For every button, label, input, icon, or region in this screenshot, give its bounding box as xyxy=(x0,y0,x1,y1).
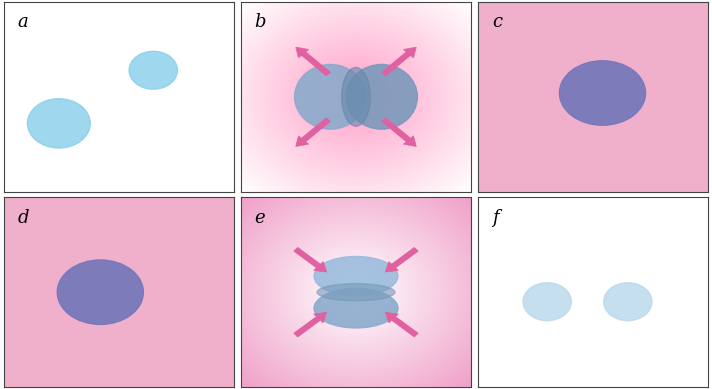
Text: b: b xyxy=(255,13,266,32)
FancyArrow shape xyxy=(382,118,417,146)
Ellipse shape xyxy=(604,283,652,321)
Ellipse shape xyxy=(314,256,398,296)
FancyArrow shape xyxy=(295,47,330,76)
FancyArrow shape xyxy=(385,312,418,337)
Text: d: d xyxy=(17,209,29,227)
Ellipse shape xyxy=(342,67,370,126)
Ellipse shape xyxy=(295,65,366,129)
FancyArrow shape xyxy=(382,47,417,76)
Ellipse shape xyxy=(317,284,395,301)
Text: c: c xyxy=(492,13,502,32)
FancyArrow shape xyxy=(385,247,418,272)
Text: a: a xyxy=(17,13,28,32)
Ellipse shape xyxy=(560,61,646,125)
Ellipse shape xyxy=(27,99,90,148)
Ellipse shape xyxy=(129,51,177,89)
Ellipse shape xyxy=(346,65,417,129)
FancyArrow shape xyxy=(294,312,327,337)
FancyArrow shape xyxy=(294,247,327,272)
Text: e: e xyxy=(255,209,266,227)
Ellipse shape xyxy=(523,283,571,321)
Text: f: f xyxy=(492,209,498,227)
Ellipse shape xyxy=(314,289,398,328)
Ellipse shape xyxy=(57,260,143,324)
FancyArrow shape xyxy=(295,118,330,146)
